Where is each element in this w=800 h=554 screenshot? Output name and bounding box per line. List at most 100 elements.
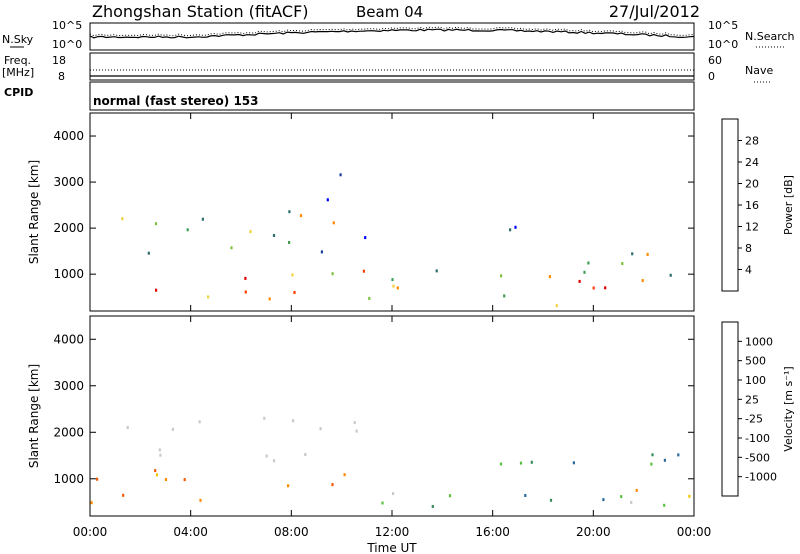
y-axis-label: Slant Range [km] (27, 364, 41, 468)
range-cell (320, 250, 323, 254)
range-cell (207, 295, 210, 299)
colorbar-frame (721, 321, 739, 497)
range-cell (519, 461, 523, 465)
range-cell (630, 500, 633, 504)
range-cell (299, 214, 303, 218)
range-cell (514, 225, 517, 229)
range-cell (158, 448, 161, 452)
range-cell (339, 173, 342, 177)
feature-region (126, 416, 358, 463)
range-cell (292, 419, 295, 423)
colorbar-label: Velocity [m s⁻¹] (782, 366, 795, 451)
cpid-value: normal (fast stereo) 153 (93, 94, 259, 108)
range-cell (368, 296, 371, 300)
range-cell (147, 251, 150, 255)
range-cell (154, 222, 158, 226)
nave-tick-top: 60 (708, 54, 722, 67)
range-cell (499, 462, 503, 466)
range-cell (159, 453, 162, 457)
station-title: Zhongshan Station (fitACF) (92, 2, 309, 21)
range-cell (249, 230, 252, 234)
colorbar-tick-label: 8 (745, 242, 752, 255)
colorbar-tick-label: 28 (745, 135, 759, 148)
range-cell (503, 294, 506, 298)
freq-tick-bottom: 8 (58, 70, 65, 83)
feature-region (620, 488, 691, 499)
range-cell (263, 416, 266, 420)
range-cell (651, 453, 654, 457)
freq-tick-top: 18 (52, 54, 66, 67)
range-cell (154, 469, 157, 473)
plot-frame (89, 112, 695, 312)
range-cell (435, 269, 438, 273)
y-tick-label: 2000 (53, 425, 84, 439)
range-cell (396, 286, 399, 290)
nave-label: Nave (745, 64, 773, 77)
x-tick-label: 04:00 (173, 525, 208, 539)
range-cell (155, 288, 158, 292)
feature-region (155, 269, 365, 301)
range-cell (199, 498, 202, 502)
range-cell (293, 291, 296, 294)
y-axis-label: Slant Range [km] (27, 160, 41, 264)
feature-region (509, 225, 517, 232)
range-cell (620, 495, 623, 499)
range-cell (155, 473, 159, 477)
y-tick-label: 2000 (53, 221, 84, 235)
nave-tick-bottom: 0 (708, 70, 715, 83)
y-tick-label: 4000 (53, 332, 84, 346)
colorbar-tick-label: 16 (745, 199, 759, 212)
range-cell (121, 217, 124, 221)
range-cell (186, 228, 189, 232)
range-cell (291, 273, 294, 277)
freq-label-line2: [MHz] (2, 66, 34, 79)
noise-right-tick-bottom: 10^0 (708, 38, 738, 51)
range-cell (198, 420, 201, 424)
y-tick-label: 1000 (53, 267, 84, 281)
sky-noise-trace (89, 28, 695, 39)
noise-left-label: N.Sky (2, 33, 34, 46)
range-cell (364, 236, 367, 240)
y-tick-label: 3000 (53, 379, 84, 393)
range-cell (391, 278, 394, 282)
cpid-panel-frame (89, 81, 695, 111)
colorbar-tick-label: 20 (745, 178, 759, 191)
noise-left-tick-top: 10^5 (52, 19, 82, 32)
noise-right-tick-top: 10^5 (708, 19, 738, 32)
range-cell (587, 261, 590, 265)
range-cell (602, 498, 605, 502)
range-cell (381, 501, 384, 505)
x-tick-label: 00:00 (677, 525, 712, 539)
range-cell (343, 473, 346, 477)
range-cell (164, 478, 168, 481)
colorbar-tick-label: 100 (745, 374, 766, 387)
colorbar-tick-label: 24 (745, 156, 759, 169)
x-tick-label: 16:00 (475, 525, 510, 539)
y-tick-label: 3000 (53, 175, 84, 189)
range-cell (448, 494, 452, 498)
range-cell (500, 274, 503, 278)
range-cell (355, 429, 358, 433)
cpid-label: CPID (4, 86, 33, 99)
range-cell (677, 453, 680, 457)
beam-label: Beam 04 (356, 3, 423, 21)
range-cell (392, 492, 395, 496)
colorbar-tick-label: 25 (745, 393, 759, 406)
colorbar-tick-label: -25 (745, 413, 763, 426)
range-cell (548, 275, 551, 279)
velocity-panel: 1000 2000 3000 4000 Slant Range [km] 1000 500 1… (27, 315, 795, 517)
range-cell (641, 279, 644, 283)
range-cell (201, 217, 204, 221)
freq-label-line1: Freq. (4, 54, 31, 67)
noise-right-label: N.Search (745, 30, 795, 43)
y-tick-label: 1000 (53, 472, 84, 486)
range-cell (646, 252, 649, 256)
colorbar-tick-label: 1000 (745, 335, 773, 348)
range-cell (126, 426, 129, 429)
range-cell (332, 221, 335, 225)
freq-panel-frame (89, 52, 695, 81)
time-axis-label: Time UT (366, 541, 417, 554)
range-cell (688, 494, 691, 498)
range-cell (268, 297, 271, 301)
